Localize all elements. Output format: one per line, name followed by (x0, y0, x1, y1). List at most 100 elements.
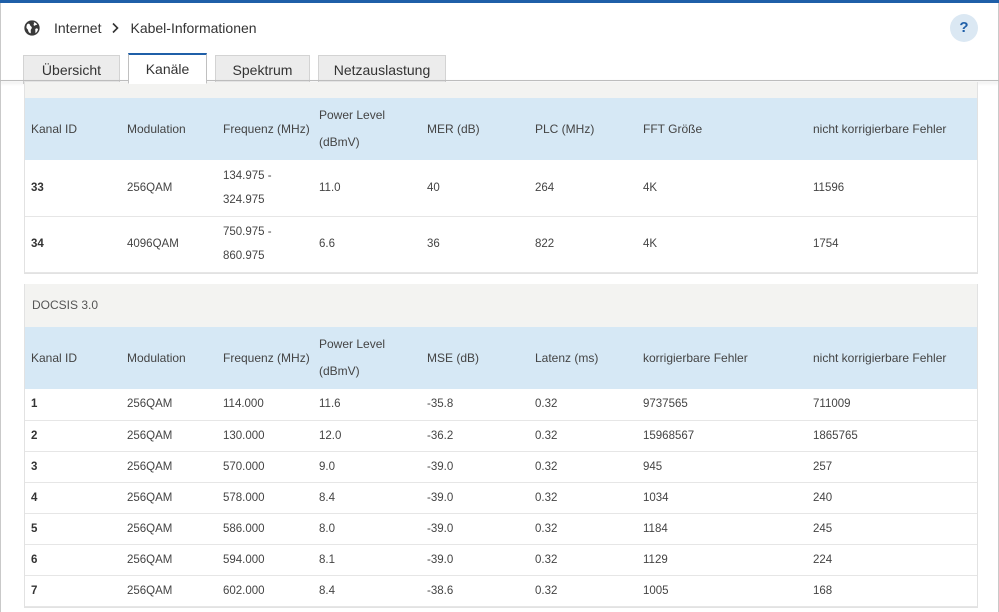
table-cell: 4096QAM (121, 216, 217, 273)
docsis30-panel: DOCSIS 3.0 Kanal ID Modulation Frequenz … (24, 284, 978, 608)
column-header: Kanal ID (25, 98, 121, 160)
table-cell: 36 (421, 216, 529, 273)
table-cell: 256QAM (121, 420, 217, 452)
tab-uebersicht[interactable]: Übersicht (23, 55, 120, 84)
table-cell: 11.6 (313, 389, 421, 421)
table-cell: 586.000 (217, 513, 313, 545)
channel-content[interactable]: Kanal ID Modulation Frequenz (MHz) Power… (0, 82, 999, 612)
table-cell: -35.8 (421, 389, 529, 421)
tab-kanaele[interactable]: Kanäle (128, 53, 207, 84)
table-cell: -39.0 (421, 544, 529, 576)
top-accent-line (0, 0, 999, 3)
table-cell: -38.6 (421, 575, 529, 607)
table-cell: 40 (421, 160, 529, 217)
table-cell: 11596 (807, 160, 977, 217)
breadcrumb-current: Kabel-Informationen (130, 20, 257, 36)
table-cell: 168 (807, 575, 977, 607)
table-cell: -39.0 (421, 451, 529, 483)
table-cell: 750.975 - 860.975 (217, 216, 313, 273)
table-cell: 256QAM (121, 544, 217, 576)
help-icon: ? (959, 19, 969, 36)
table-cell: 256QAM (121, 451, 217, 483)
channel-id: 7 (25, 575, 121, 607)
channel-id: 5 (25, 513, 121, 545)
table-cell: 578.000 (217, 482, 313, 514)
table-cell: 4K (637, 216, 807, 273)
tab-netzauslastung[interactable]: Netzauslastung (318, 55, 446, 84)
chevron-right-icon (112, 22, 120, 34)
table-cell: 570.000 (217, 451, 313, 483)
table-cell: 0.32 (529, 451, 637, 483)
tab-label: Kanäle (145, 61, 190, 77)
column-header: Power Level (dBmV) (313, 98, 421, 160)
column-header: Latenz (ms) (529, 327, 637, 389)
table-cell: -39.0 (421, 482, 529, 514)
column-header: Power Level (dBmV) (313, 327, 421, 389)
table-cell: 256QAM (121, 482, 217, 514)
table-cell: 256QAM (121, 575, 217, 607)
breadcrumb: Internet Kabel-Informationen (23, 17, 257, 39)
table-cell: 1184 (637, 513, 807, 545)
table-cell: 11.0 (313, 160, 421, 217)
column-header: Frequenz (MHz) (217, 327, 313, 389)
docsis30-table: Kanal ID Modulation Frequenz (MHz) Power… (25, 327, 977, 607)
table-cell: -36.2 (421, 420, 529, 452)
channel-id: 33 (25, 160, 121, 217)
table-cell: 240 (807, 482, 977, 514)
table-cell: 0.32 (529, 389, 637, 421)
column-header: PLC (MHz) (529, 98, 637, 160)
breadcrumb-root[interactable]: Internet (54, 20, 102, 36)
table-cell: 9.0 (313, 451, 421, 483)
table-cell: 602.000 (217, 575, 313, 607)
table-cell: 8.1 (313, 544, 421, 576)
table-header-row: Kanal ID Modulation Frequenz (MHz) Power… (25, 98, 977, 160)
table-header-row: Kanal ID Modulation Frequenz (MHz) Power… (25, 327, 977, 389)
table-cell: 945 (637, 451, 807, 483)
channel-id: 6 (25, 544, 121, 576)
column-header: nicht korrigierbare Fehler (807, 98, 977, 160)
column-header: Modulation (121, 98, 217, 160)
page-header: Internet Kabel-Informationen ? Übersicht… (0, 3, 999, 84)
table-row: 2 256QAM 130.000 12.0 -36.2 0.32 15968567 18657… (25, 420, 977, 452)
table-cell: 0.32 (529, 513, 637, 545)
globe-icon (24, 20, 40, 36)
channel-id: 4 (25, 482, 121, 514)
table-cell: 130.000 (217, 420, 313, 452)
column-header: MSE (dB) (421, 327, 529, 389)
table-cell: 245 (807, 513, 977, 545)
channel-id: 2 (25, 420, 121, 452)
docsis31-table: Kanal ID Modulation Frequenz (MHz) Power… (25, 98, 977, 273)
column-header: Kanal ID (25, 327, 121, 389)
table-cell: 8.4 (313, 482, 421, 514)
table-cell: 256QAM (121, 513, 217, 545)
table-cell: 8.0 (313, 513, 421, 545)
table-row: 1 256QAM 114.000 11.6 -35.8 0.32 9737565 711009 (25, 389, 977, 421)
docsis31-title (25, 82, 977, 98)
table-row: 7 256QAM 602.000 8.4 -38.6 0.32 1005 168 (25, 575, 977, 607)
docsis31-panel: Kanal ID Modulation Frequenz (MHz) Power… (24, 82, 978, 274)
table-cell: 822 (529, 216, 637, 273)
column-header: korrigierbare Fehler (637, 327, 807, 389)
table-row: 4 256QAM 578.000 8.4 -39.0 0.32 1034 240 (25, 482, 977, 514)
table-cell: 0.32 (529, 575, 637, 607)
table-cell: 256QAM (121, 160, 217, 217)
table-cell: 15968567 (637, 420, 807, 452)
table-cell: 134.975 - 324.975 (217, 160, 313, 217)
tab-bar: Übersicht Kanäle Spektrum Netzauslastung (23, 53, 454, 84)
table-row: 34 4096QAM 750.975 - 860.975 6.6 36 822 … (25, 216, 977, 273)
table-cell: 257 (807, 451, 977, 483)
table-row: 5 256QAM 586.000 8.0 -39.0 0.32 1184 245 (25, 513, 977, 545)
help-button[interactable]: ? (950, 14, 978, 42)
column-header: FFT Größe (637, 98, 807, 160)
channel-id: 3 (25, 451, 121, 483)
tab-label: Spektrum (232, 62, 293, 78)
table-cell: 114.000 (217, 389, 313, 421)
table-cell: 1129 (637, 544, 807, 576)
table-cell: 1005 (637, 575, 807, 607)
tab-spektrum[interactable]: Spektrum (215, 55, 310, 84)
table-cell: 8.4 (313, 575, 421, 607)
table-cell: 256QAM (121, 389, 217, 421)
docsis30-title: DOCSIS 3.0 (25, 284, 977, 327)
column-header: Frequenz (MHz) (217, 98, 313, 160)
column-header: nicht korrigierbare Fehler (807, 327, 977, 389)
